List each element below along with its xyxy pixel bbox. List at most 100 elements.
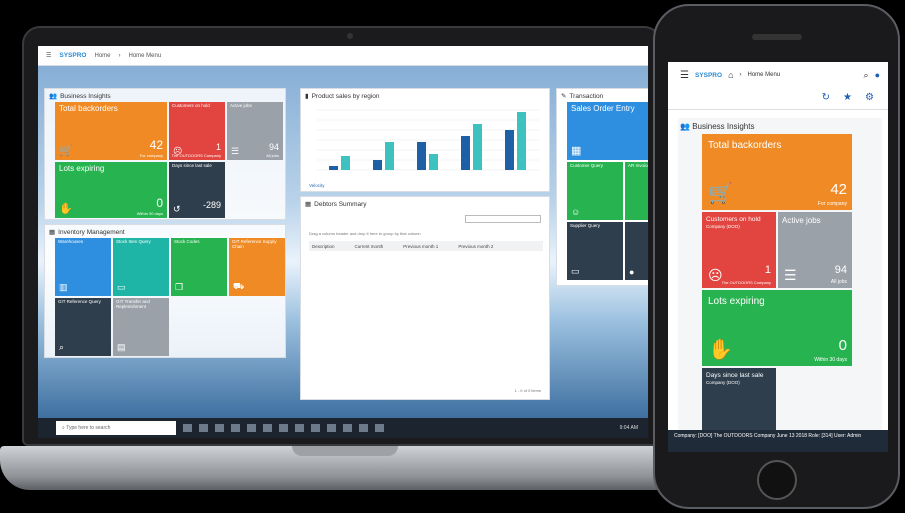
app-icon[interactable] — [231, 424, 240, 432]
tile-label: Customer Query — [570, 163, 604, 168]
phone-home-button[interactable] — [757, 460, 797, 500]
app-icon[interactable] — [279, 424, 288, 432]
search-icon: ⌕ — [59, 342, 65, 352]
phone-tile-lots-expiring[interactable]: Lots expiring ✋ 0 Within 30 days — [702, 290, 852, 366]
app-icon[interactable] — [327, 424, 336, 432]
chart-bar[interactable] — [373, 160, 382, 170]
phone-tile-total-backorders[interactable]: Total backorders 🛒 42 For company — [702, 134, 852, 210]
debtors-title: Debtors Summary — [314, 200, 367, 208]
phone-toolbar: ↻ ★ ⚙ — [668, 88, 888, 110]
chart-footer[interactable]: Velocity — [309, 183, 325, 188]
column-header[interactable]: Previous month 1 — [403, 243, 439, 249]
app-icon[interactable] — [247, 424, 256, 432]
column-header[interactable]: Previous month 2 — [458, 243, 494, 249]
app-icon[interactable] — [375, 424, 384, 432]
debtors-search-input[interactable] — [465, 215, 541, 223]
box-icon: ▦ — [49, 229, 56, 236]
grid-icon: ▦ — [305, 201, 312, 208]
tile-customer-query[interactable]: Customer Query ☺ — [567, 162, 623, 220]
tile-value: -289 — [202, 200, 221, 210]
chart-bar[interactable] — [385, 142, 394, 170]
chart-bar[interactable] — [341, 156, 350, 170]
tile-supplier-query[interactable]: Supplier Query ▭ — [567, 222, 623, 280]
menu-icon[interactable]: ☰ — [46, 53, 52, 59]
breadcrumb-home-menu[interactable]: Home Menu — [128, 52, 162, 59]
app-icon[interactable] — [359, 424, 368, 432]
app-icon[interactable] — [343, 424, 352, 432]
user-icon[interactable]: ● — [874, 70, 880, 80]
laptop-notch — [292, 446, 398, 456]
refresh-icon[interactable]: ↻ — [821, 92, 830, 103]
tile-git-reference-supply-chain[interactable]: GIT Reference Supply Chain ⛟ — [229, 238, 285, 296]
tile-git-transfer[interactable]: GIT Transfer and Replenishment ▤ — [113, 298, 169, 356]
taskbar: ⌕ Type here to search 9:04 AM — [38, 418, 648, 438]
chart-bar[interactable] — [461, 136, 470, 170]
tile-label: GIT Transfer and Replenishment — [116, 299, 150, 309]
chart-bar[interactable] — [329, 166, 338, 170]
chart-bar[interactable] — [517, 112, 526, 170]
tile-customers-on-hold[interactable]: Customers on hold ☹ 1 The OUTDOORS Compa… — [169, 102, 225, 160]
column-header[interactable]: Description — [312, 243, 335, 249]
phone-screen: ☰ SYSPRO ⌂ › Home Menu ⌕ ● ↻ ★ ⚙ 👥 Busin… — [668, 62, 888, 452]
group-hint: Drag a column header and drop it here to… — [309, 231, 421, 236]
panel-title: Transaction — [569, 92, 604, 100]
phone-tile-active-jobs[interactable]: Active jobs ☰ 94 All jobs — [778, 212, 852, 288]
tile-stock-item-query[interactable]: Stock Item Query ▭ — [113, 238, 169, 296]
tile-stock-codes[interactable]: Stock Codes ❐ — [171, 238, 227, 296]
tile-label: Lots expiring — [708, 296, 765, 307]
app-icon[interactable] — [311, 424, 320, 432]
tile-value: 0 — [838, 337, 847, 354]
column-header[interactable]: Current month — [354, 243, 384, 249]
clock[interactable]: 9:04 AM — [619, 425, 638, 431]
breadcrumb-home[interactable]: Home — [94, 52, 111, 59]
app-icon[interactable] — [295, 424, 304, 432]
tile-value: 42 — [830, 181, 847, 198]
search-icon[interactable]: ⌕ — [863, 69, 869, 80]
app-icon[interactable] — [215, 424, 224, 432]
hand-icon: ✋ — [59, 203, 73, 215]
tile-ar-invoice-entry[interactable]: AR Invoice Entry — [625, 162, 648, 220]
bar-chart-icon: ▮ — [305, 93, 309, 100]
tile-supplier-extra[interactable]: ● — [625, 222, 648, 280]
tile-label: AR Invoice Entry — [628, 163, 648, 168]
tile-label: Warehouses — [58, 239, 84, 244]
tile-lots-expiring[interactable]: Lots expiring ✋ 0 Within 30 days — [55, 162, 167, 218]
menu-icon[interactable]: ☰ — [680, 69, 689, 81]
forklift-icon: ⛟ — [233, 281, 245, 291]
tile-git-reference-query[interactable]: GIT Reference Query ⌕ — [55, 298, 111, 356]
taskbar-search[interactable]: ⌕ Type here to search — [56, 421, 176, 435]
tile-warehouses[interactable]: Warehouses ▥ — [55, 238, 111, 296]
star-icon[interactable]: ★ — [843, 92, 852, 103]
chart-panel: ▮ Product sales by region Velocity — [300, 88, 550, 192]
tile-active-jobs[interactable]: Active jobs ☰ 94 All jobs — [227, 102, 283, 160]
debtors-panel: ▦ Debtors Summary Drag a column header an… — [300, 196, 550, 400]
smile-icon: ☺ — [571, 207, 581, 217]
chart-bar[interactable] — [429, 154, 438, 170]
panel-title: Inventory Management — [58, 228, 125, 236]
inventory-panel: ▦ Inventory Management Warehouses ▥ Stock … — [44, 224, 286, 358]
chart-bar[interactable] — [473, 124, 482, 170]
logo: SYSPRO — [59, 52, 87, 59]
bar-chart — [317, 109, 539, 171]
tile-days-since-last-sale[interactable]: Days since last sale ↺ -289 — [169, 162, 225, 218]
phone-speaker — [752, 34, 802, 40]
business-insights-panel: 👥 Business Insights Total backorders 🛒 42… — [44, 88, 286, 220]
chart-bar[interactable] — [505, 130, 514, 170]
tile-sales-order-entry[interactable]: Sales Order Entry ▦ — [567, 102, 648, 160]
tile-value: 42 — [149, 138, 163, 152]
tile-label: Supplier Query — [570, 223, 601, 228]
task-view-icon[interactable] — [183, 424, 192, 432]
phone-tile-customers-on-hold[interactable]: Customers on hold Company (DOO) ☹ 1 The … — [702, 212, 776, 288]
gear-icon[interactable]: ⚙ — [865, 92, 874, 103]
pager: 1 - 0 of 0 items — [514, 388, 541, 393]
app-icon[interactable] — [263, 424, 272, 432]
home-icon[interactable]: ⌂ — [728, 70, 734, 80]
phone-breadcrumb[interactable]: Home Menu — [747, 72, 781, 78]
app-icon[interactable] — [199, 424, 208, 432]
chart-bar[interactable] — [417, 142, 426, 170]
sad-face-icon: ☹ — [708, 267, 723, 283]
tile-label: GIT Reference Supply Chain — [232, 239, 277, 249]
tile-sub: All jobs — [830, 279, 847, 285]
tile-total-backorders[interactable]: Total backorders 🛒 42 For company — [55, 102, 167, 160]
tile-label: Customers on hold — [172, 103, 210, 108]
